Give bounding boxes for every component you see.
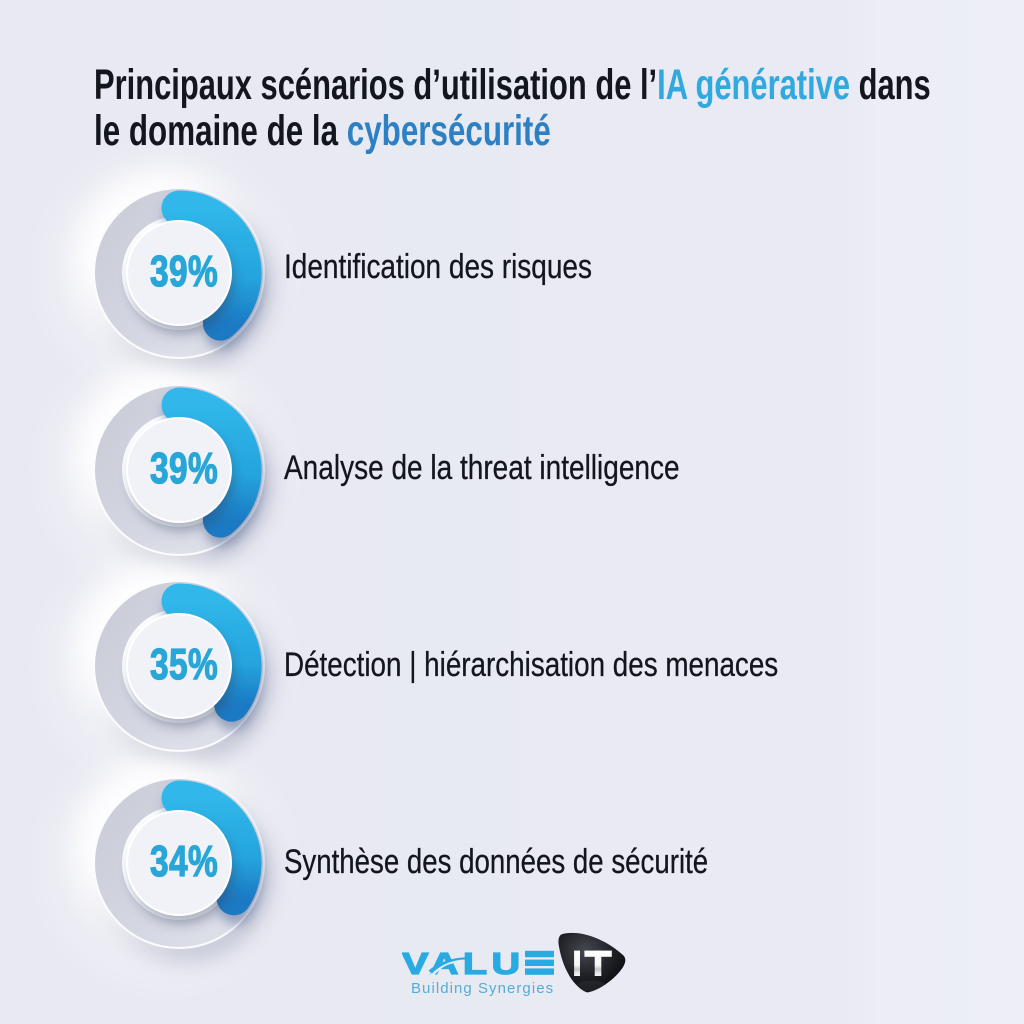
svg-text:VALU: VALU xyxy=(402,946,524,981)
svg-text:Building Synergies: Building Synergies xyxy=(411,980,554,997)
